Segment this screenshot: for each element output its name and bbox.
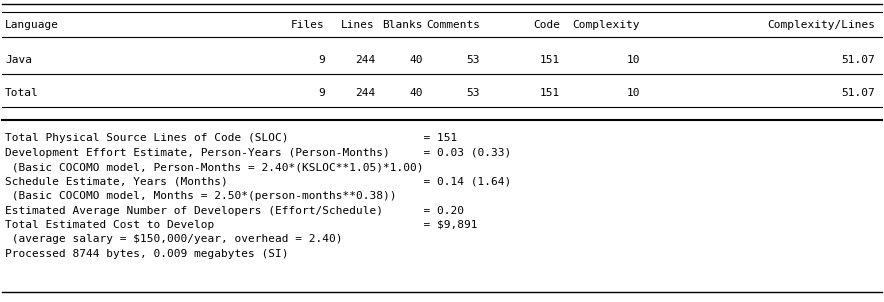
- Text: Language: Language: [5, 20, 59, 30]
- Text: 151: 151: [540, 88, 560, 98]
- Text: Total Estimated Cost to Develop                               = $9,891: Total Estimated Cost to Develop = $9,891: [5, 220, 477, 230]
- Text: 53: 53: [467, 88, 480, 98]
- Text: (Basic COCOMO model, Person-Months = 2.40*(KSLOC**1.05)*1.00): (Basic COCOMO model, Person-Months = 2.4…: [5, 162, 423, 172]
- Text: 9: 9: [318, 88, 325, 98]
- Text: 9: 9: [318, 55, 325, 65]
- Text: Code: Code: [533, 20, 560, 30]
- Text: 244: 244: [354, 88, 375, 98]
- Text: 151: 151: [540, 55, 560, 65]
- Text: 51.07: 51.07: [842, 88, 875, 98]
- Text: Total Physical Source Lines of Code (SLOC)                    = 151: Total Physical Source Lines of Code (SLO…: [5, 133, 457, 143]
- Text: Estimated Average Number of Developers (Effort/Schedule)      = 0.20: Estimated Average Number of Developers (…: [5, 205, 464, 216]
- Text: Complexity/Lines: Complexity/Lines: [767, 20, 875, 30]
- Text: Development Effort Estimate, Person-Years (Person-Months)     = 0.03 (0.33): Development Effort Estimate, Person-Year…: [5, 147, 511, 158]
- Text: 10: 10: [627, 55, 640, 65]
- Text: Total: Total: [5, 88, 39, 98]
- Text: 51.07: 51.07: [842, 55, 875, 65]
- Text: Processed 8744 bytes, 0.009 megabytes (SI): Processed 8744 bytes, 0.009 megabytes (S…: [5, 249, 288, 259]
- Text: Java: Java: [5, 55, 32, 65]
- Text: Comments: Comments: [426, 20, 480, 30]
- Text: (average salary = $150,000/year, overhead = 2.40): (average salary = $150,000/year, overhea…: [5, 234, 342, 245]
- Text: 10: 10: [627, 88, 640, 98]
- Text: Files: Files: [291, 20, 325, 30]
- Text: 244: 244: [354, 55, 375, 65]
- Text: (Basic COCOMO model, Months = 2.50*(person-months**0.38)): (Basic COCOMO model, Months = 2.50*(pers…: [5, 191, 397, 201]
- Text: 40: 40: [409, 55, 423, 65]
- Text: Complexity: Complexity: [573, 20, 640, 30]
- Text: Blanks: Blanks: [383, 20, 423, 30]
- Text: 53: 53: [467, 55, 480, 65]
- Text: Lines: Lines: [341, 20, 375, 30]
- Text: 40: 40: [409, 88, 423, 98]
- Text: Schedule Estimate, Years (Months)                             = 0.14 (1.64): Schedule Estimate, Years (Months) = 0.14…: [5, 176, 511, 187]
